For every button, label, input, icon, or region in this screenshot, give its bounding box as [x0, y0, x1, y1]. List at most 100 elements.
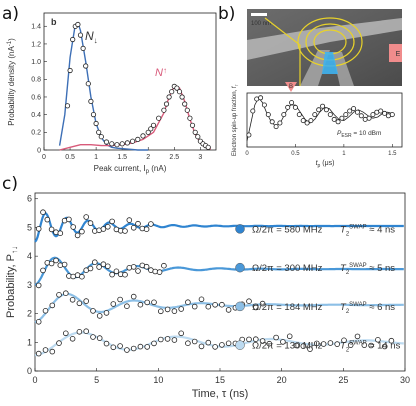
sem-scale-bar-label: 100 nm	[251, 21, 271, 27]
data-point	[130, 225, 137, 231]
data-point	[370, 112, 376, 118]
chart-b-xlabel: tp (μs)	[316, 160, 335, 169]
data-point	[334, 341, 341, 347]
data-point	[98, 134, 104, 140]
data-point	[144, 344, 151, 350]
data-point	[335, 119, 341, 125]
data-point	[198, 343, 205, 350]
legend-frequency: Ω/2π = 300 MHz	[252, 263, 323, 274]
chart-a-inner-label: b	[51, 17, 57, 27]
x-tick-label: 1	[94, 154, 98, 161]
y-tick-label: 0	[27, 366, 32, 376]
data-point	[83, 214, 89, 220]
data-point	[381, 343, 388, 350]
data-point	[261, 102, 267, 108]
data-point	[320, 341, 327, 347]
x-tick-label: 0	[245, 151, 249, 157]
data-point	[137, 301, 144, 308]
x-tick-label: 5	[94, 375, 99, 385]
data-point	[90, 112, 97, 118]
data-point	[103, 139, 110, 145]
data-point	[87, 265, 94, 272]
data-point	[189, 122, 196, 128]
y-tick-label: 5	[27, 222, 32, 232]
data-point	[339, 115, 345, 121]
x-tick-label: 3	[198, 154, 202, 161]
data-point	[212, 301, 218, 308]
data-point	[164, 306, 171, 313]
data-point	[79, 273, 85, 280]
data-point	[109, 141, 115, 147]
data-point	[185, 299, 191, 306]
data-point	[92, 259, 98, 266]
data-point	[119, 141, 125, 147]
data-point	[100, 226, 107, 232]
data-point	[331, 116, 337, 122]
data-point	[219, 301, 225, 308]
data-point	[48, 226, 55, 233]
chart-a: b 0 0.5 1 1.5 2 2.5 3 0 0.2 0.4 0.6 0.8 1.0 1.2 1.4 N↓…	[7, 12, 217, 175]
data-point	[358, 113, 364, 119]
data-point	[320, 103, 326, 109]
data-point	[280, 339, 286, 345]
y-tick-label: 1.0	[31, 59, 41, 66]
electrode-b-label: B	[289, 84, 293, 90]
data-point	[151, 299, 157, 306]
data-point	[96, 129, 102, 135]
data-point	[273, 124, 279, 130]
chart-c-legend: Ω/2π = 580 MHz T2SWAP ≈ 4 ns Ω/2π = 300 MH…	[235, 224, 401, 354]
data-point	[258, 95, 264, 101]
data-point	[389, 112, 395, 118]
data-point	[105, 263, 111, 270]
data-point	[105, 224, 111, 230]
data-point	[361, 342, 368, 348]
data-point	[368, 342, 374, 349]
data-point	[49, 302, 56, 309]
data-point	[192, 129, 198, 135]
chart-b-ylabel: Electron spin-up fraction, f↑	[232, 84, 240, 156]
data-point	[117, 343, 123, 349]
data-point	[70, 224, 76, 230]
legend-marker	[235, 224, 245, 234]
data-point	[114, 142, 120, 148]
chart-c-xlabel: Time, τ (ns)	[192, 388, 249, 400]
data-point	[388, 337, 395, 344]
data-point	[76, 300, 83, 307]
data-point	[35, 318, 42, 325]
x-tick-label: 1.5	[117, 154, 127, 161]
data-point	[323, 107, 329, 113]
chart-c-ylabel: Probability, P↑↓	[5, 246, 19, 318]
data-point	[191, 303, 198, 310]
data-point	[143, 226, 150, 233]
chart-a-frame	[43, 12, 217, 151]
data-point	[343, 112, 349, 118]
data-point	[137, 343, 144, 350]
data-point	[253, 336, 259, 343]
y-tick-label: 0.4	[31, 112, 41, 119]
data-point	[44, 216, 51, 223]
data-point	[148, 221, 154, 227]
data-point	[96, 313, 103, 319]
data-point	[161, 107, 167, 113]
data-point	[144, 299, 151, 306]
chart-c-points	[35, 209, 395, 357]
data-point	[124, 140, 131, 146]
legend-t2: T2SWAP ≈ 6 ns	[340, 302, 395, 315]
legend-marker	[235, 301, 245, 312]
data-point	[156, 115, 162, 121]
y-tick-label: 0.6	[31, 94, 41, 101]
data-point	[289, 100, 295, 106]
data-point	[140, 133, 146, 139]
data-point	[126, 217, 133, 223]
data-point	[135, 268, 141, 274]
chart-a-ylabel: Probability density (nA-1)	[7, 38, 16, 126]
data-point	[143, 263, 150, 270]
data-point	[113, 268, 120, 275]
chart-a-legend-down: N↓	[85, 29, 98, 45]
data-point	[100, 261, 107, 268]
chart-c: 0 5 10 15 20 25 30 0 1 2 3 4 5 6 Ω/2π = 580 MHz T2SWAP…	[5, 192, 410, 400]
data-point	[79, 228, 85, 235]
data-point	[42, 347, 49, 353]
electrode-e-label: E	[396, 51, 401, 58]
data-point	[285, 104, 291, 110]
